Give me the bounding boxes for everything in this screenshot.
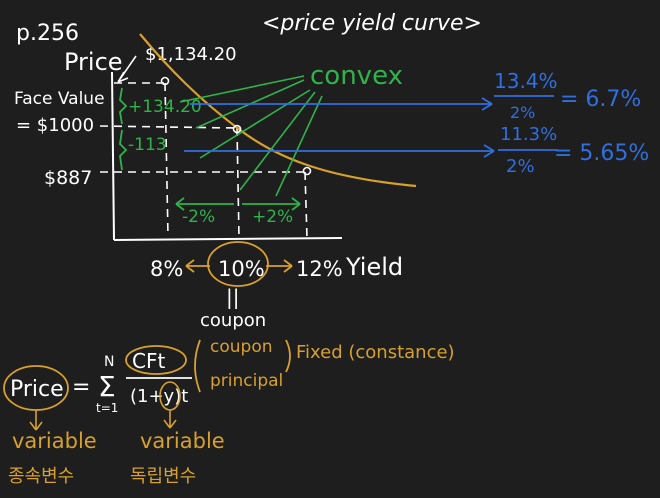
calc-down-result: = 5.65% <box>554 141 649 166</box>
y-axis-label: Price <box>64 48 123 76</box>
calc-up-numerator: 13.4% <box>494 69 558 93</box>
numerator-circle <box>125 345 187 375</box>
blue-arrow-up <box>190 97 493 111</box>
formula-paren <box>194 339 201 393</box>
diagram-title: <price yield curve> <box>262 11 482 36</box>
formula-equals: = <box>72 375 90 400</box>
arrow-to-var-right <box>163 410 177 429</box>
x-axis-label: Yield <box>345 253 403 281</box>
calc-up-denominator: 2% <box>510 103 535 122</box>
delta-bracket-up <box>119 87 128 125</box>
formula-var-left-ko: 종속변수 <box>8 466 74 487</box>
yield-plus-label: +2% <box>252 207 293 227</box>
yield-label-12: 12% <box>296 257 343 281</box>
formula-note-coupon: coupon <box>210 337 273 357</box>
convex-label: convex <box>310 61 403 91</box>
formula-sum-top: N <box>104 354 114 370</box>
arrow-to-var-left <box>29 410 43 431</box>
formula-note-principal: principal <box>210 371 283 391</box>
coupon-equals: || <box>226 285 239 309</box>
x-axis <box>113 237 343 241</box>
yield-minus-label: -2% <box>182 207 215 227</box>
page-reference: p.256 <box>16 21 79 46</box>
formula-denominator: (1+y)t <box>130 386 188 407</box>
y-axis <box>111 71 115 241</box>
curve-point-8pct <box>160 76 170 86</box>
formula-var-right-ko: 독립변수 <box>130 466 196 487</box>
guide-lines <box>99 82 308 239</box>
calc-down-numerator: 11.3% <box>500 124 557 145</box>
calc-up-result: = 6.7% <box>560 87 641 112</box>
formula-lhs: Price <box>10 377 64 402</box>
yield-label-10: 10% <box>218 257 265 281</box>
arrow-to-face <box>117 55 137 83</box>
yield-label-8: 8% <box>150 257 183 281</box>
curve-point-10pct <box>232 124 242 134</box>
calc-down-denominator: 2% <box>506 156 535 177</box>
yield-arrow-left <box>185 259 210 273</box>
formula-note-fixed: Fixed (constance) <box>296 342 455 363</box>
delta-down-label: -113 <box>128 135 167 155</box>
blue-arrow-down <box>184 144 495 158</box>
coupon-label: coupon <box>200 310 266 331</box>
face-value-label-line2: = $1000 <box>16 115 94 136</box>
convex-pointer-lines <box>179 75 323 197</box>
formula-paren-right <box>285 339 291 373</box>
formula-var-right: variable <box>140 429 225 453</box>
yield-10-circle <box>207 241 269 287</box>
yield-change-arrow-left <box>175 197 234 211</box>
formula-numerator: CFt <box>132 349 165 373</box>
yield-change-arrow-right <box>242 197 301 211</box>
price-low-label: $887 <box>44 167 92 189</box>
formula-sum-symbol: Σ <box>98 370 116 403</box>
yield-arrow-right <box>266 259 293 273</box>
face-value-label-line1: Face Value <box>14 89 105 109</box>
delta-bracket-down <box>119 129 128 171</box>
formula-sum-bottom: t=1 <box>96 401 118 415</box>
price-high-label: $1,134.20 <box>145 44 237 65</box>
formula-var-left: variable <box>12 429 97 453</box>
curve-point-12pct <box>302 166 312 176</box>
